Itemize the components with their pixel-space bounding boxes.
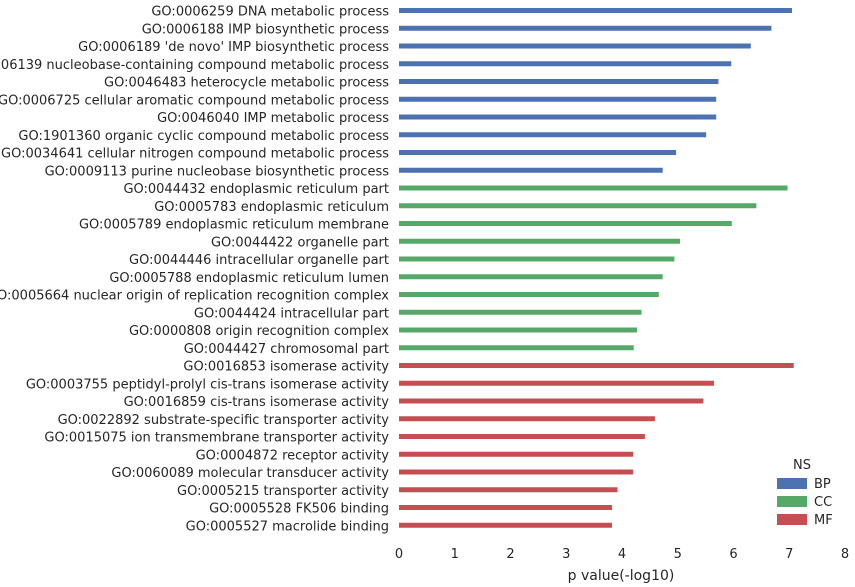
category-label: GO:0006188 IMP biosynthetic process (142, 22, 390, 37)
category-label: GO:0044427 chromosomal part (184, 342, 389, 357)
bar (399, 221, 732, 226)
category-label: GO:0044446 intracellular organelle part (129, 253, 389, 268)
category-label: GO:0005527 macrolide binding (186, 519, 389, 534)
category-label: GO:0060089 molecular transducer activity (111, 466, 389, 481)
bar (399, 451, 634, 457)
bar (399, 79, 719, 84)
category-label: GO:0016853 isomerase activity (183, 360, 389, 375)
bar (399, 345, 634, 351)
category-label: GO:0004872 receptor activity (196, 448, 390, 463)
bar (399, 43, 751, 49)
bar (399, 61, 732, 67)
x-tick-label: 2 (506, 547, 514, 562)
bar (399, 505, 612, 510)
legend-swatch (777, 478, 807, 489)
bar (399, 25, 772, 31)
legend: NS BP CC MF (777, 458, 833, 528)
bar (399, 256, 675, 262)
bar (399, 96, 717, 102)
legend-swatch (777, 496, 807, 507)
category-label: GO:0005664 nuclear origin of replication… (0, 289, 389, 304)
x-axis-title: p value(-log10) (568, 568, 675, 584)
x-tick-label: 4 (618, 547, 626, 562)
bar (399, 132, 707, 138)
category-label: GO:0044432 endoplasmic reticulum part (123, 182, 389, 197)
x-tick-label: 7 (785, 547, 793, 562)
category-label: GO:0009113 purine nucleobase biosyntheti… (45, 164, 390, 179)
category-label: GO:0044422 organelle part (211, 235, 389, 250)
bar (399, 309, 642, 315)
x-axis-ticks: 0 1 2 3 4 5 6 7 8 (395, 547, 849, 562)
legend-swatch (777, 514, 807, 525)
bar (399, 114, 717, 120)
bar (399, 327, 638, 333)
category-label: GO:0005783 endoplasmic reticulum (154, 200, 389, 215)
bar (399, 238, 680, 244)
category-labels: GO:0006259 DNA metabolic process GO:00061… (0, 5, 389, 535)
bar (399, 292, 659, 297)
legend-label: BP (814, 477, 831, 492)
category-label: GO:0005788 endoplasmic reticulum lumen (109, 271, 389, 286)
bar (399, 398, 704, 404)
category-label: GO:0005528 FK506 binding (209, 502, 389, 517)
category-label: GO:0000808 origin recognition complex (129, 324, 389, 339)
bar (399, 487, 618, 493)
category-label: GO:0034641 cellular nitrogen compound me… (1, 147, 389, 162)
x-tick-label: 5 (674, 547, 682, 562)
category-label: GO:0006725 cellular aromatic compound me… (0, 93, 389, 108)
category-label: GO:0046040 IMP metabolic process (157, 111, 389, 126)
bars (399, 8, 794, 528)
bar (399, 469, 634, 475)
category-label: GO:0003755 peptidyl-prolyl cis-trans iso… (26, 377, 389, 392)
bar (399, 8, 793, 13)
bar (399, 274, 663, 280)
bar (399, 434, 645, 439)
category-label: GO:0015075 ion transmembrane transporter… (44, 431, 389, 446)
bar (399, 522, 612, 528)
bar (399, 203, 757, 209)
x-tick-label: 8 (841, 547, 849, 562)
category-label: GO:0006259 DNA metabolic process (151, 5, 389, 20)
bar (399, 150, 677, 155)
category-label: GO:0044424 intracellular part (194, 306, 389, 321)
category-label: GO:0005215 transporter activity (177, 484, 389, 499)
category-label: GO:1901360 organic cyclic compound metab… (18, 129, 389, 144)
x-tick-label: 6 (729, 547, 737, 562)
category-label: GO:0046483 heterocycle metabolic process (104, 76, 389, 91)
legend-title: NS (793, 458, 811, 473)
category-label: GO:0005789 endoplasmic reticulum membran… (79, 218, 389, 233)
bar (399, 380, 714, 386)
bar (399, 363, 794, 368)
bar (399, 167, 663, 173)
category-label: GO:0022892 substrate-specific transporte… (58, 413, 390, 428)
category-label: GO:0016859 cis-trans isomerase activity (124, 395, 390, 410)
category-label: GO:0006189 'de novo' IMP biosynthetic pr… (78, 40, 389, 55)
category-label: GO:0006139 nucleobase-containing compoun… (0, 58, 389, 73)
x-tick-label: 1 (451, 547, 459, 562)
x-tick-label: 3 (562, 547, 570, 562)
legend-label: MF (814, 513, 833, 528)
bar (399, 416, 655, 422)
bar (399, 185, 788, 191)
x-tick-label: 0 (395, 547, 403, 562)
legend-label: CC (814, 495, 832, 510)
